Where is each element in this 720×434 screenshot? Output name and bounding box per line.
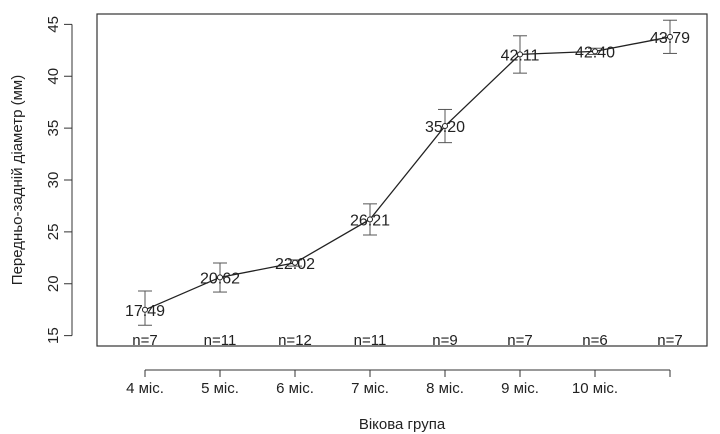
- y-tick-label: 35: [45, 120, 62, 137]
- y-tick-label: 40: [45, 68, 62, 85]
- n-label: n=7: [507, 332, 532, 349]
- n-label: n=7: [657, 332, 682, 349]
- data-point: [442, 123, 448, 130]
- x-axis-title: Вікова група: [359, 416, 446, 433]
- x-tick-label: 4 міс.: [126, 380, 164, 397]
- y-tick-label: 15: [45, 327, 62, 344]
- n-label: n=11: [354, 332, 387, 349]
- y-tick-label: 20: [45, 275, 62, 292]
- data-point: [592, 48, 598, 55]
- x-tick-label: 7 міс.: [351, 380, 389, 397]
- x-tick-label: 8 міс.: [426, 380, 464, 397]
- x-tick-label: 9 міс.: [501, 380, 539, 397]
- value-label: 17.49: [125, 303, 165, 320]
- data-point: [367, 216, 373, 223]
- value-label: 43.79: [650, 30, 690, 47]
- value-label: 20.62: [200, 270, 240, 287]
- x-tick-label: 10 міс.: [572, 380, 618, 397]
- n-labels: n=7 n=11 n=12 n=11 n=9 n=7 n=6 n=7: [132, 332, 682, 349]
- plot-frame: [96, 13, 708, 347]
- data-points: [142, 33, 673, 313]
- x-tick-label: 5 міс.: [201, 380, 239, 397]
- y-axis: 15 20 25 30 35 40 45: [45, 16, 73, 344]
- x-tick-label: 6 міс.: [276, 380, 314, 397]
- value-label: 22.02: [275, 256, 315, 273]
- x-axis: 4 міс. 5 міс. 6 міс. 7 міс. 8 міс. 9 міс. 10 м…: [126, 369, 671, 397]
- data-point: [517, 51, 523, 58]
- value-labels: 17.49 20.62 22.02 26.21 35.20 42.11 42.40 43.79: [125, 30, 690, 320]
- n-label: n=6: [582, 332, 607, 349]
- value-label: 35.20: [425, 119, 465, 136]
- data-point: [667, 33, 673, 40]
- value-label: 42.11: [501, 47, 540, 64]
- value-label: 42.40: [575, 44, 615, 61]
- y-axis-title: Передньо-задній діаметр (мм): [9, 75, 26, 285]
- value-label: 26.21: [350, 212, 390, 229]
- n-label: n=12: [278, 332, 312, 349]
- data-point: [142, 306, 148, 313]
- n-label: n=11: [204, 332, 237, 349]
- series-line: [144, 36, 671, 311]
- data-point: [292, 259, 298, 266]
- n-label: n=9: [432, 332, 457, 349]
- y-tick-label: 25: [45, 224, 62, 241]
- n-label: n=7: [132, 332, 157, 349]
- y-tick-label: 30: [45, 172, 62, 189]
- data-point: [217, 274, 223, 281]
- y-tick-label: 45: [45, 16, 62, 33]
